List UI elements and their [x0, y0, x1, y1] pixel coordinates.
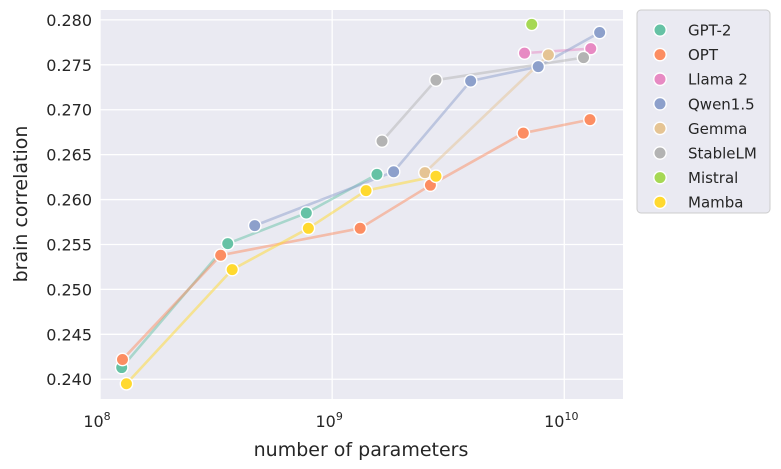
y-tick-label: 0.270 [46, 101, 92, 120]
x-tick-label: 1010 [544, 410, 578, 431]
data-point [576, 50, 591, 65]
y-tick-label: 0.240 [46, 370, 92, 389]
legend-marker [653, 195, 667, 210]
data-point [386, 164, 401, 179]
legend-marker [653, 47, 667, 62]
legend-items: GPT-2 OPT Llama 2 Qwen1.5 Gemma StableLM Mistr… [653, 22, 757, 212]
legend-label: Mamba [688, 194, 743, 212]
data-point [225, 262, 240, 277]
y-axis-label: brain correlation [10, 126, 32, 283]
x-tick-labels: 108 109 1010 [83, 410, 578, 431]
y-tick-label: 0.255 [46, 235, 92, 254]
data-point [119, 376, 134, 391]
data-point [299, 206, 314, 220]
legend-label: Mistral [688, 169, 738, 187]
x-axis-label: number of parameters [254, 439, 469, 461]
legend-frame [636, 9, 771, 214]
series-line [423, 53, 550, 174]
data-point [517, 46, 532, 61]
data-point [375, 134, 389, 149]
data-point [213, 248, 228, 263]
x-tick-label: 108 [83, 410, 110, 431]
legend-label: Gemma [688, 120, 747, 138]
data-point [463, 74, 478, 88]
data-point [220, 236, 235, 251]
y-tick-label: 0.260 [46, 191, 92, 210]
data-point [353, 221, 368, 236]
legend: GPT-2 OPT Llama 2 Qwen1.5 Gemma StableLM Mistr… [636, 9, 771, 214]
y-tick-label: 0.275 [46, 56, 92, 75]
data-point [429, 169, 443, 184]
y-tick-label: 0.245 [46, 325, 92, 344]
y-tick-labels: 0.240 0.245 0.250 0.255 0.260 0.265 0.270 0.275… [46, 11, 92, 389]
data-point [531, 59, 546, 74]
y-tick-label: 0.250 [46, 280, 92, 299]
legend-label: Llama 2 [688, 71, 748, 89]
data-point [247, 218, 262, 233]
legend-marker [653, 121, 667, 136]
legend-marker [653, 23, 667, 37]
data-point [115, 352, 130, 367]
series-line [121, 118, 592, 361]
data-point [429, 73, 443, 87]
legend-marker [653, 170, 667, 185]
legend-label: Qwen1.5 [688, 95, 755, 113]
legend-marker [653, 96, 667, 111]
data-point [301, 221, 316, 236]
legend-marker [653, 146, 667, 160]
data-point [541, 48, 556, 62]
data-point [516, 126, 531, 140]
y-tick-label: 0.280 [46, 11, 92, 30]
series-markers [114, 17, 607, 391]
data-point [583, 112, 597, 127]
legend-label: GPT-2 [688, 22, 731, 40]
data-point [592, 25, 607, 40]
data-point [359, 183, 373, 198]
x-tick-label: 109 [315, 410, 342, 431]
data-point [524, 17, 539, 32]
data-point [583, 41, 598, 56]
legend-label: StableLM [688, 145, 757, 163]
data-point [370, 167, 384, 182]
legend-marker [653, 72, 667, 87]
legend-label: OPT [688, 46, 719, 64]
y-tick-label: 0.265 [46, 146, 92, 165]
series-line [523, 47, 593, 55]
